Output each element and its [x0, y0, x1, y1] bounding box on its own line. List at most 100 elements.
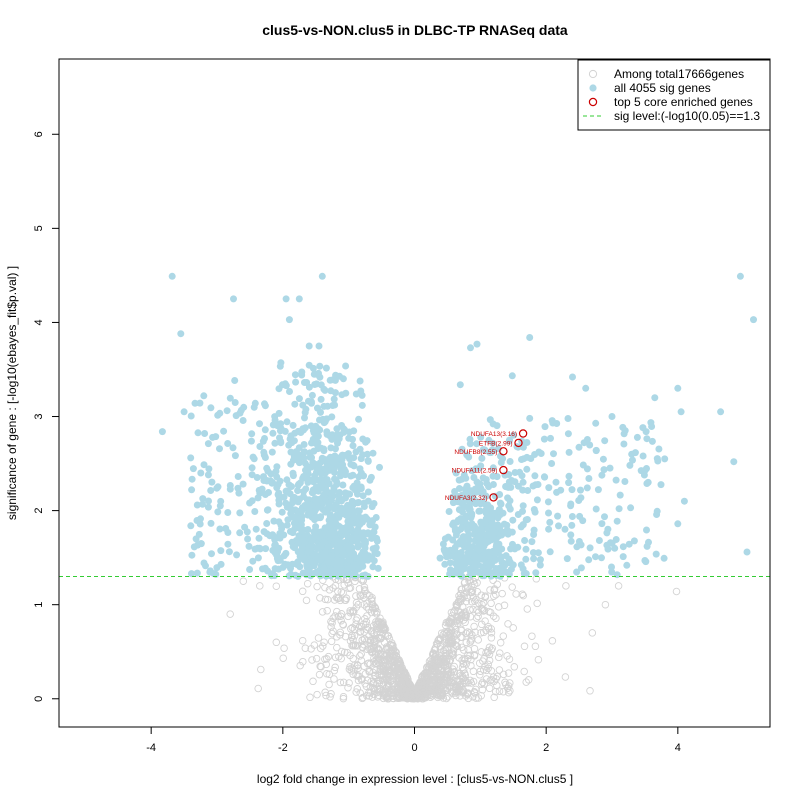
sig-point — [180, 408, 188, 416]
nonsig-point — [384, 681, 393, 690]
sig-point — [317, 470, 325, 477]
nonsig-point — [368, 597, 376, 605]
plot-frame — [58, 58, 771, 728]
nonsig-point — [474, 694, 483, 702]
nonsig-point — [398, 682, 407, 690]
sig-point — [200, 461, 208, 469]
sig-point — [226, 485, 234, 493]
sig-point — [275, 565, 283, 573]
nonsig-point — [470, 622, 478, 631]
sig-point — [275, 409, 283, 417]
nonsig-point — [356, 652, 364, 660]
sig-point — [282, 295, 290, 303]
sig-point — [349, 484, 357, 492]
sig-point — [251, 545, 259, 553]
sig-point — [479, 474, 487, 482]
nonsig-point — [425, 680, 433, 688]
nonsig-point — [226, 610, 234, 618]
sig-point — [494, 514, 502, 522]
sig-point — [337, 505, 345, 513]
nonsig-point — [344, 612, 352, 621]
nonsig-point — [346, 663, 354, 671]
sig-point — [643, 435, 651, 443]
sig-point — [311, 533, 319, 541]
sig-point — [300, 426, 307, 434]
nonsig-point — [454, 684, 462, 693]
sig-point — [508, 372, 516, 380]
nonsig-point — [427, 687, 435, 696]
sig-point — [358, 401, 366, 409]
sig-point — [207, 404, 215, 412]
sig-point — [648, 437, 656, 445]
nonsig-point — [393, 684, 402, 693]
sig-point — [284, 487, 292, 495]
nonsig-point — [373, 685, 382, 694]
nonsig-point — [461, 610, 469, 618]
sig-point — [318, 482, 326, 490]
nonsig-point — [490, 693, 498, 702]
sig-point — [204, 471, 212, 479]
sig-point — [208, 550, 215, 558]
sig-point — [305, 342, 313, 350]
sig-point — [320, 491, 328, 499]
sig-point — [530, 555, 538, 563]
sig-point — [205, 497, 212, 505]
nonsig-point — [323, 669, 331, 678]
nonsig-point — [336, 678, 345, 687]
sig-point — [196, 520, 204, 528]
sig-point — [564, 415, 572, 422]
legend-label-sig: all 4055 sig genes — [614, 81, 711, 95]
y-tick-label: 3 — [33, 413, 45, 419]
nonsig-point — [442, 629, 451, 637]
sig-point — [345, 434, 353, 442]
nonsig-point — [496, 638, 505, 647]
sig-point — [188, 486, 196, 494]
sig-point — [356, 445, 364, 453]
nonsig-point — [464, 646, 473, 654]
sig-point — [187, 454, 195, 462]
sig-point — [248, 471, 256, 479]
sig-point — [338, 391, 346, 399]
sig-point — [564, 430, 572, 438]
sig-point — [457, 525, 465, 533]
nonsig-point — [380, 638, 389, 647]
nonsig-point — [334, 594, 342, 602]
sig-point — [592, 446, 600, 454]
sig-point — [246, 566, 254, 573]
nonsig-point — [452, 617, 460, 625]
nonsig-point — [303, 579, 312, 588]
nonsig-point — [477, 680, 486, 688]
sig-point — [563, 555, 571, 563]
sig-point — [247, 437, 255, 445]
sig-point — [197, 540, 205, 548]
sig-point — [510, 431, 518, 439]
nonsig-point — [463, 593, 472, 602]
sig-point — [509, 516, 517, 524]
nonsig-point — [448, 689, 457, 698]
sig-point — [189, 465, 197, 473]
sig-point — [439, 540, 447, 548]
nonsig-point — [429, 649, 438, 657]
sig-point — [212, 433, 220, 441]
sig-point — [565, 448, 573, 456]
nonsig-point — [379, 676, 387, 684]
nonsig-point — [487, 646, 496, 654]
sig-point — [316, 554, 324, 562]
sig-point — [489, 472, 497, 480]
sig-point — [643, 542, 651, 550]
sig-point — [642, 428, 650, 436]
nonsig-point — [450, 662, 458, 671]
sig-point — [612, 476, 620, 484]
sig-point — [261, 491, 269, 498]
sig-point — [320, 402, 328, 410]
sig-point — [471, 552, 479, 560]
sig-point — [323, 430, 331, 438]
nonsig-point — [390, 651, 398, 659]
sig-point — [478, 454, 486, 462]
nonsig-point — [446, 656, 454, 665]
nonsig-point — [272, 582, 281, 590]
sig-point — [278, 508, 286, 516]
sig-point — [506, 458, 514, 465]
nonsig-point — [408, 685, 417, 694]
legend-marker-sig — [589, 84, 597, 92]
